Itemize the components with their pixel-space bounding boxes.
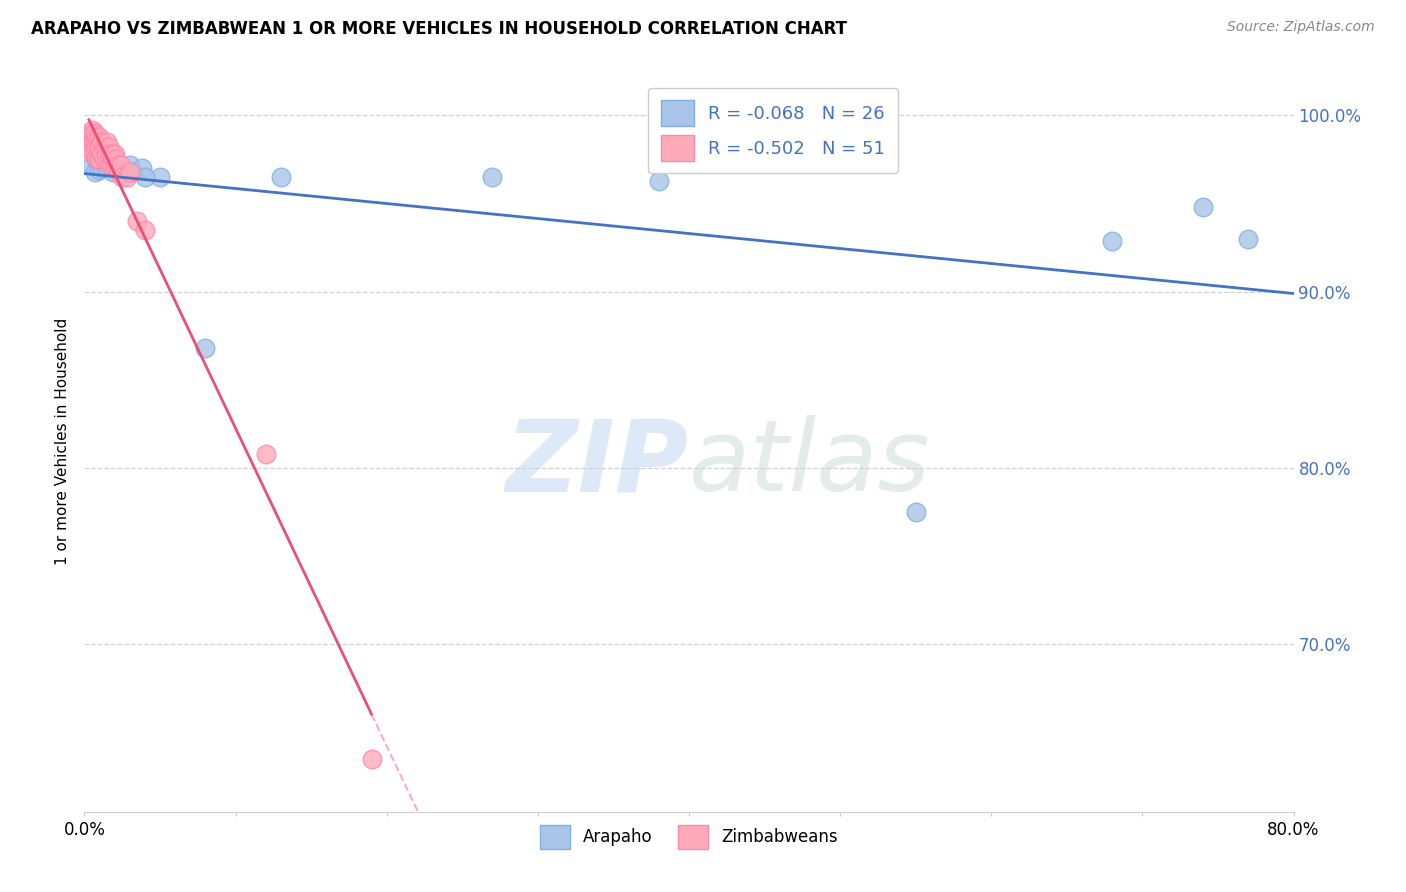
Point bbox=[87, 153, 110, 167]
Point bbox=[86, 129, 108, 144]
Point bbox=[77, 129, 100, 144]
Point bbox=[93, 153, 115, 167]
Point bbox=[104, 147, 127, 161]
Point bbox=[111, 170, 134, 185]
Y-axis label: 1 or more Vehicles in Household: 1 or more Vehicles in Household bbox=[55, 318, 70, 566]
Point bbox=[101, 153, 124, 167]
Point bbox=[127, 214, 149, 228]
Point bbox=[254, 447, 277, 461]
Point bbox=[107, 158, 129, 172]
Point bbox=[79, 135, 101, 149]
Point bbox=[97, 140, 120, 154]
Point bbox=[94, 153, 117, 167]
Point bbox=[84, 136, 107, 151]
Point bbox=[101, 165, 124, 179]
Text: ARAPAHO VS ZIMBABWEAN 1 OR MORE VEHICLES IN HOUSEHOLD CORRELATION CHART: ARAPAHO VS ZIMBABWEAN 1 OR MORE VEHICLES… bbox=[31, 20, 846, 37]
Point bbox=[90, 147, 112, 161]
Point bbox=[111, 161, 134, 176]
Point bbox=[108, 165, 131, 179]
Point bbox=[89, 129, 111, 144]
Point bbox=[134, 170, 156, 185]
Point bbox=[80, 129, 103, 144]
Point bbox=[91, 161, 114, 176]
Point bbox=[648, 174, 671, 188]
Point bbox=[1101, 234, 1123, 248]
Point bbox=[98, 158, 121, 172]
Point bbox=[149, 170, 172, 185]
Point bbox=[121, 165, 143, 179]
Point bbox=[97, 153, 120, 167]
Point bbox=[1237, 232, 1260, 246]
Point bbox=[90, 135, 112, 149]
Point bbox=[194, 341, 217, 355]
Point bbox=[100, 158, 122, 172]
Point bbox=[1192, 200, 1215, 214]
Point bbox=[82, 126, 104, 140]
Point bbox=[80, 135, 103, 149]
Point bbox=[89, 163, 111, 178]
Point bbox=[93, 140, 115, 154]
Point bbox=[100, 158, 122, 172]
Point bbox=[79, 126, 101, 140]
Point bbox=[118, 158, 141, 172]
Point bbox=[86, 140, 108, 154]
Point bbox=[110, 158, 132, 172]
Point bbox=[94, 140, 117, 154]
Point bbox=[105, 153, 128, 167]
Point bbox=[131, 161, 153, 176]
Point bbox=[115, 170, 138, 185]
Point bbox=[360, 752, 382, 766]
Point bbox=[91, 135, 114, 149]
Text: Source: ZipAtlas.com: Source: ZipAtlas.com bbox=[1227, 20, 1375, 34]
Point bbox=[89, 140, 111, 154]
Point bbox=[86, 153, 108, 167]
Point bbox=[96, 135, 118, 149]
Point bbox=[104, 161, 127, 176]
Point bbox=[96, 160, 118, 174]
Point bbox=[87, 129, 110, 144]
Point bbox=[98, 147, 121, 161]
Text: atlas: atlas bbox=[689, 416, 931, 512]
Point bbox=[80, 158, 103, 172]
Point bbox=[107, 158, 129, 172]
Point bbox=[82, 147, 104, 161]
Point bbox=[96, 147, 118, 161]
Point bbox=[84, 126, 107, 140]
Point bbox=[134, 223, 156, 237]
Point bbox=[82, 135, 104, 149]
Point bbox=[89, 153, 111, 167]
Point bbox=[91, 147, 114, 161]
Point bbox=[118, 165, 141, 179]
Point bbox=[86, 151, 108, 165]
Point bbox=[481, 170, 503, 185]
Point bbox=[87, 140, 110, 154]
Point bbox=[104, 158, 127, 172]
Legend: Arapaho, Zimbabweans: Arapaho, Zimbabweans bbox=[533, 818, 845, 855]
Point bbox=[98, 153, 121, 167]
Point bbox=[84, 165, 107, 179]
Point bbox=[84, 147, 107, 161]
Point bbox=[100, 147, 122, 161]
Point bbox=[904, 505, 927, 519]
Text: ZIP: ZIP bbox=[506, 416, 689, 512]
Point bbox=[270, 170, 292, 185]
Point bbox=[115, 165, 138, 179]
Point bbox=[80, 122, 103, 136]
